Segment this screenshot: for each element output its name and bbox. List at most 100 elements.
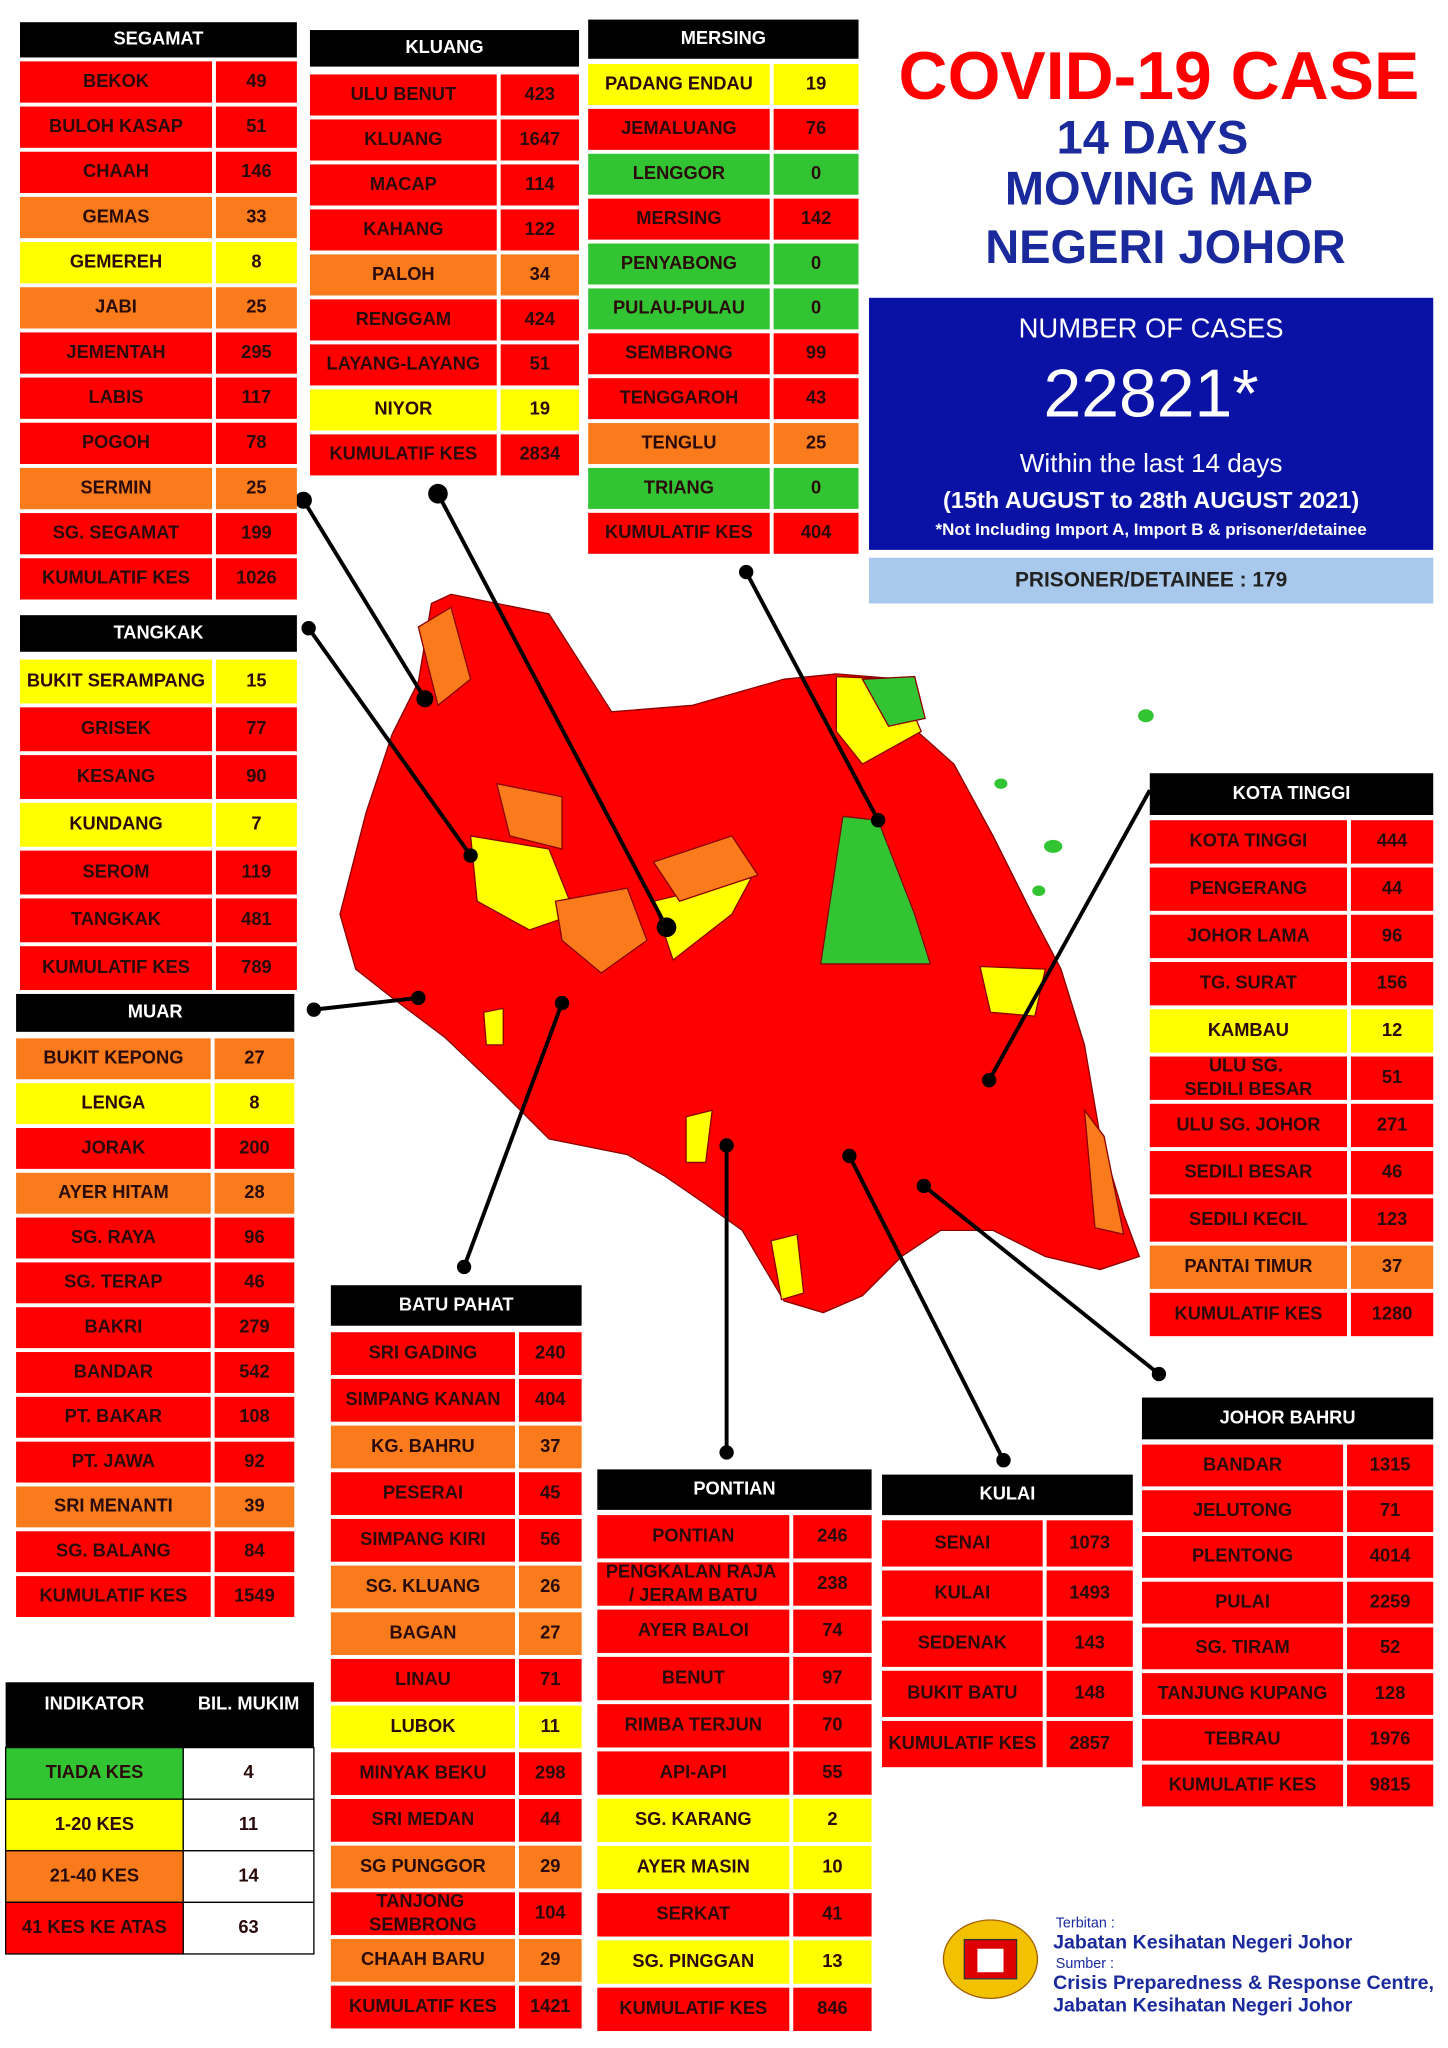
name-cell: [1141, 1718, 1344, 1761]
case-count: 0: [811, 162, 821, 183]
name-cell: [20, 332, 212, 374]
place-name: KUMULATIF KES: [1175, 1302, 1323, 1323]
place-name: ULU SG. JOHOR: [1176, 1113, 1320, 1134]
case-count: 444: [1377, 830, 1408, 851]
place-name: LINAU: [395, 1668, 451, 1689]
name-cell: [20, 61, 212, 103]
place-name: LAYANG-LAYANG: [327, 353, 481, 374]
value-cell: [518, 1752, 582, 1796]
value-cell: [1350, 1151, 1434, 1195]
place-name: SIMPANG KIRI: [360, 1528, 486, 1549]
case-count: 424: [525, 308, 556, 329]
value-cell: [518, 1658, 582, 1702]
place-name: RENGGAM: [356, 308, 451, 329]
summary-dates: (15th AUGUST to 28th AUGUST 2021): [943, 487, 1359, 513]
place-name: BUKIT KEPONG: [43, 1047, 183, 1068]
place-name: KUMULATIF KES: [329, 443, 477, 464]
value-cell: [1347, 1627, 1434, 1670]
value-cell: [1347, 1490, 1434, 1533]
place-name: NIYOR: [374, 398, 432, 419]
value-cell: [500, 434, 580, 476]
district-name: MUAR: [128, 1001, 183, 1022]
place-name: SENAI: [934, 1531, 990, 1552]
case-count: 123: [1377, 1208, 1407, 1229]
legend-count: 11: [239, 1813, 258, 1834]
name-cell: [309, 389, 497, 431]
case-count: 1315: [1370, 1453, 1411, 1474]
case-count: 2857: [1069, 1732, 1110, 1753]
value-cell: [1347, 1673, 1434, 1715]
value-cell: [1347, 1718, 1434, 1761]
value-cell: [214, 1486, 295, 1528]
summary-note: *Not Including Import A, Import B & pris…: [936, 520, 1367, 539]
place-name: SG. PINGGAN: [632, 1950, 754, 1971]
district-table: TANGKAK BUKIT SERAMPANG 15 GRISEK 77 KESANG 90…: [20, 615, 297, 991]
value-cell: [773, 423, 859, 465]
name-cell: [1149, 1198, 1348, 1242]
name-cell: [16, 1083, 211, 1125]
place-name: SG. RAYA: [71, 1226, 156, 1247]
name-cell: [1149, 1151, 1348, 1195]
name-cell: [1149, 1103, 1348, 1148]
case-count: 271: [1377, 1113, 1407, 1134]
case-count: 90: [246, 765, 266, 786]
case-count: 96: [244, 1226, 264, 1247]
case-count: 15: [246, 669, 266, 690]
value-cell: [518, 1612, 582, 1656]
case-count: 27: [244, 1047, 264, 1068]
name-cell: [597, 1704, 790, 1748]
name-cell: [20, 287, 212, 329]
value-cell: [518, 1425, 582, 1469]
name-cell: [330, 1332, 516, 1375]
name-cell: [1141, 1627, 1344, 1670]
table-header: [597, 1469, 872, 1510]
name-cell: [16, 1127, 211, 1169]
region: [417, 606, 472, 707]
case-count: 37: [540, 1435, 560, 1456]
place-name: TEBRAU: [1204, 1728, 1280, 1749]
place-name: MACAP: [370, 173, 437, 194]
name-cell: [330, 1752, 516, 1796]
connectors: [294, 483, 1167, 1468]
place-name: MERSING: [636, 207, 721, 228]
case-count: 240: [535, 1341, 565, 1362]
case-count: 49: [246, 70, 266, 91]
place-name: BULOH KASAP: [49, 115, 183, 136]
district-name: SEGAMAT: [113, 28, 203, 49]
case-count: 8: [249, 1091, 259, 1112]
legend-label: 41 KES KE ATAS: [22, 1916, 167, 1937]
place-name: PLENTONG: [1192, 1545, 1293, 1566]
value-cell: [215, 377, 297, 419]
place-name: TENGLU: [641, 431, 716, 452]
value-cell: [793, 1987, 872, 2032]
name-cell: [597, 1798, 790, 1842]
value-cell: [1347, 1581, 1434, 1624]
value-cell: [214, 1531, 295, 1573]
place-name: PT. JAWA: [72, 1450, 155, 1471]
value-cell: [773, 64, 859, 105]
name-cell: [588, 512, 770, 554]
value-cell: [1046, 1620, 1133, 1667]
place-name: SRI GADING: [369, 1341, 478, 1362]
place-name: JELUTONG: [1193, 1499, 1292, 1520]
name-cell: [597, 1751, 790, 1795]
value-cell: [500, 74, 580, 116]
case-count: 119: [242, 860, 271, 881]
place-name: BUKIT BATU: [907, 1682, 1017, 1703]
district-name: KOTA TINGGI: [1233, 782, 1351, 803]
summary-label: NUMBER OF CASES: [1019, 313, 1284, 344]
place-name: JABI: [95, 296, 137, 317]
case-count: 77: [246, 717, 266, 738]
name-cell: [309, 119, 497, 161]
case-count: 46: [244, 1271, 264, 1292]
case-count: 92: [244, 1450, 264, 1471]
place-name: BAGAN: [389, 1621, 456, 1642]
place-name: PONTIAN: [652, 1525, 734, 1546]
name-cell: [588, 108, 770, 150]
case-count: 2259: [1370, 1590, 1411, 1611]
subtitle: 14 DAYS: [1057, 110, 1249, 163]
case-count: 128: [1375, 1682, 1405, 1703]
place-name: JEMALUANG: [621, 117, 737, 138]
place-name: PADANG ENDAU: [605, 72, 753, 93]
place-name: KUMULATIF KES: [42, 567, 190, 588]
